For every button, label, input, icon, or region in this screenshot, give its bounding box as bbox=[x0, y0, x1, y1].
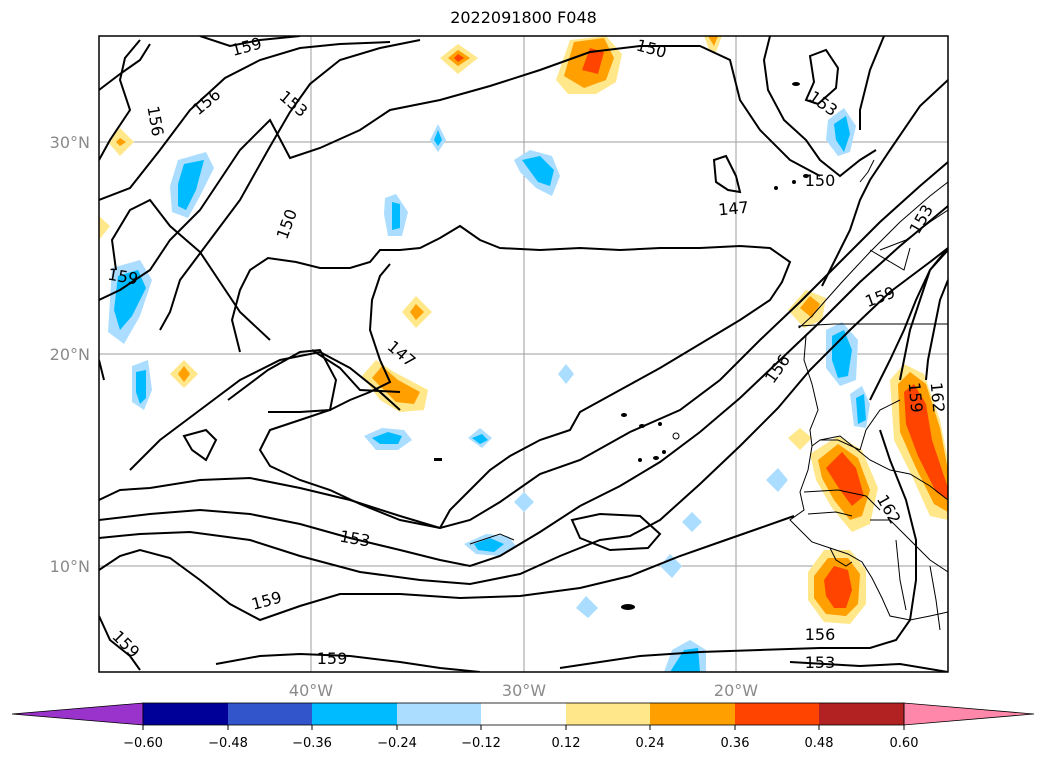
colorbar-segment bbox=[650, 703, 735, 725]
colorbar-segment bbox=[735, 703, 819, 725]
colorbar-outline bbox=[142, 702, 905, 726]
colorbar-tick-label: 0.36 bbox=[721, 736, 750, 751]
colorbar-extend-max bbox=[903, 702, 1035, 726]
map-plot-area: 159 156 153 150 147 150 153 159 156 150 … bbox=[99, 34, 949, 672]
colorbar-segment bbox=[228, 703, 312, 725]
colorbar-tick-label: 0.12 bbox=[552, 736, 581, 751]
lon-label-30w: 30°W bbox=[502, 681, 546, 700]
lat-label-30n: 30°N bbox=[50, 133, 90, 152]
shading-positive bbox=[99, 36, 948, 624]
lat-label-10n: 10°N bbox=[50, 557, 90, 576]
colorbar-segment bbox=[397, 703, 481, 725]
shading-negative bbox=[108, 108, 870, 672]
colorbar-tick-label: −0.36 bbox=[292, 736, 332, 751]
colorbar-segment bbox=[819, 703, 904, 725]
colorbar-tick-label: −0.60 bbox=[123, 736, 163, 751]
lon-label-40w: 40°W bbox=[289, 681, 333, 700]
colorbar-segment bbox=[566, 703, 650, 725]
colorbar-tick-label: −0.48 bbox=[208, 736, 248, 751]
colorbar-tick-label: 0.24 bbox=[636, 736, 665, 751]
map-title: 2022091800 F048 bbox=[450, 8, 597, 27]
colorbar-tick-label: 0.60 bbox=[890, 736, 919, 751]
lat-labels: 30°N 20°N 10°N bbox=[50, 133, 90, 576]
lon-labels: 40°W 30°W 20°W bbox=[289, 681, 758, 700]
colorbar-segment bbox=[481, 703, 566, 725]
colorbar-tick-label: −0.12 bbox=[461, 736, 501, 751]
colorbar-tick-label: −0.24 bbox=[377, 736, 417, 751]
lon-label-20w: 20°W bbox=[714, 681, 758, 700]
contour-label: 153 bbox=[805, 653, 836, 672]
colorbar: −0.60 −0.48 −0.36 −0.24 −0.12 0.12 0.24 … bbox=[11, 702, 1035, 751]
colorbar-tick-label: 0.48 bbox=[805, 736, 834, 751]
colorbar-segment bbox=[143, 703, 228, 725]
contour-label: 150 bbox=[805, 171, 836, 190]
colorbar-segment bbox=[312, 703, 397, 725]
islands bbox=[434, 82, 809, 610]
contour-label: 159 bbox=[229, 34, 263, 60]
contour-label: 156 bbox=[805, 625, 836, 644]
coastlines bbox=[469, 159, 948, 631]
lat-label-20n: 20°N bbox=[50, 345, 90, 364]
contour-label: 162 bbox=[927, 381, 949, 413]
colorbar-extend-min bbox=[11, 702, 144, 726]
map-frame bbox=[98, 35, 949, 673]
contour-lines bbox=[99, 36, 948, 672]
contour-label: 147 bbox=[717, 198, 749, 220]
contour-label: 159 bbox=[317, 649, 348, 668]
contour-label: 159 bbox=[905, 381, 927, 413]
